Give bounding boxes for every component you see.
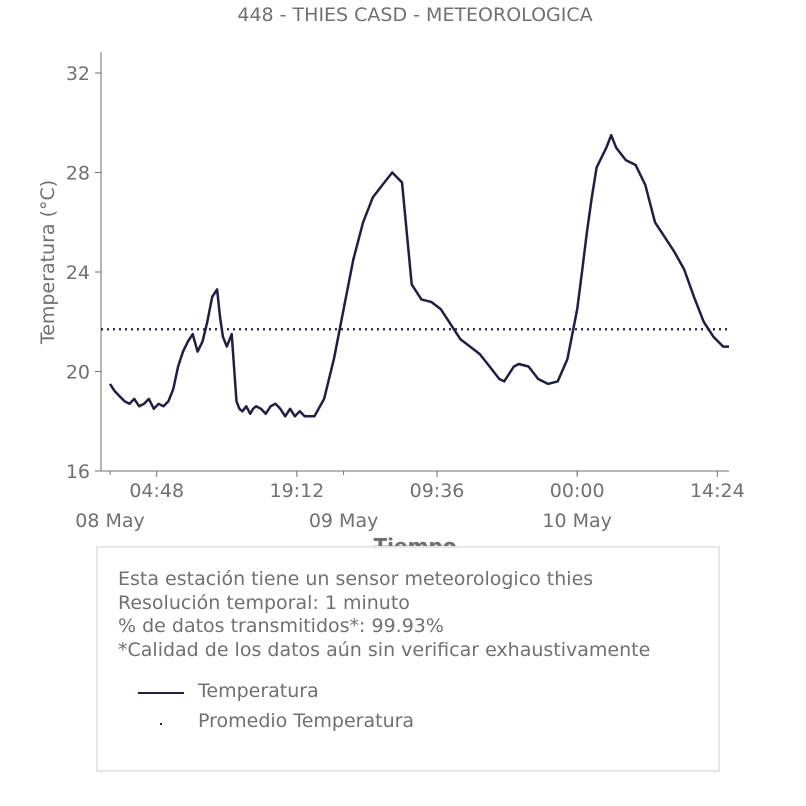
x-tick-label: 19:12 (269, 480, 324, 502)
x-date-label: 08 May (75, 510, 145, 532)
y-tick-label: 24 (66, 262, 90, 284)
temperature-chart: 448 - THIES CASD - METEOROLOGICA 16 20 24 2… (37, 4, 745, 546)
chart-title: 448 - THIES CASD - METEOROLOGICA (237, 4, 592, 26)
info-line-transmitted: % de datos transmitidos*: 99.93% (118, 615, 444, 637)
y-tick-label: 28 (66, 163, 90, 185)
x-tick-label: 04:48 (129, 480, 184, 502)
plot-area: 16 20 24 28 32 04:48 19:12 09:36 00:00 14:24 08 M… (66, 52, 745, 532)
info-line-sensor: Esta estación tiene un sensor meteorolog… (118, 568, 594, 590)
x-tick-label: 09:36 (410, 480, 465, 502)
x-tick-label: 00:00 (550, 480, 605, 502)
y-axis-label: Temperatura (°C) (37, 180, 59, 345)
x-axis-label: Tiempo (374, 534, 457, 546)
info-line-resolution: Resolución temporal: 1 minuto (118, 591, 410, 614)
info-text: Esta estación tiene un sensor meteorolog… (118, 568, 650, 662)
x-date-label: 10 May (542, 510, 612, 532)
legend-label: Promedio Temperatura (198, 710, 415, 732)
info-box: Esta estación tiene un sensor meteorolog… (96, 546, 720, 772)
y-tick-label: 32 (66, 63, 90, 85)
x-date-label: 09 May (309, 510, 379, 532)
legend-dot-swatch (160, 723, 162, 725)
legend-line-swatch (138, 692, 184, 694)
y-tick-label: 20 (66, 362, 90, 384)
temperature-series-line (108, 133, 729, 418)
legend-label: Temperatura (198, 680, 319, 702)
y-tick-label: 16 (66, 461, 90, 483)
x-tick-label: 14:24 (690, 480, 745, 502)
info-line-quality: *Calidad de los datos aún sin verificar … (118, 638, 651, 661)
